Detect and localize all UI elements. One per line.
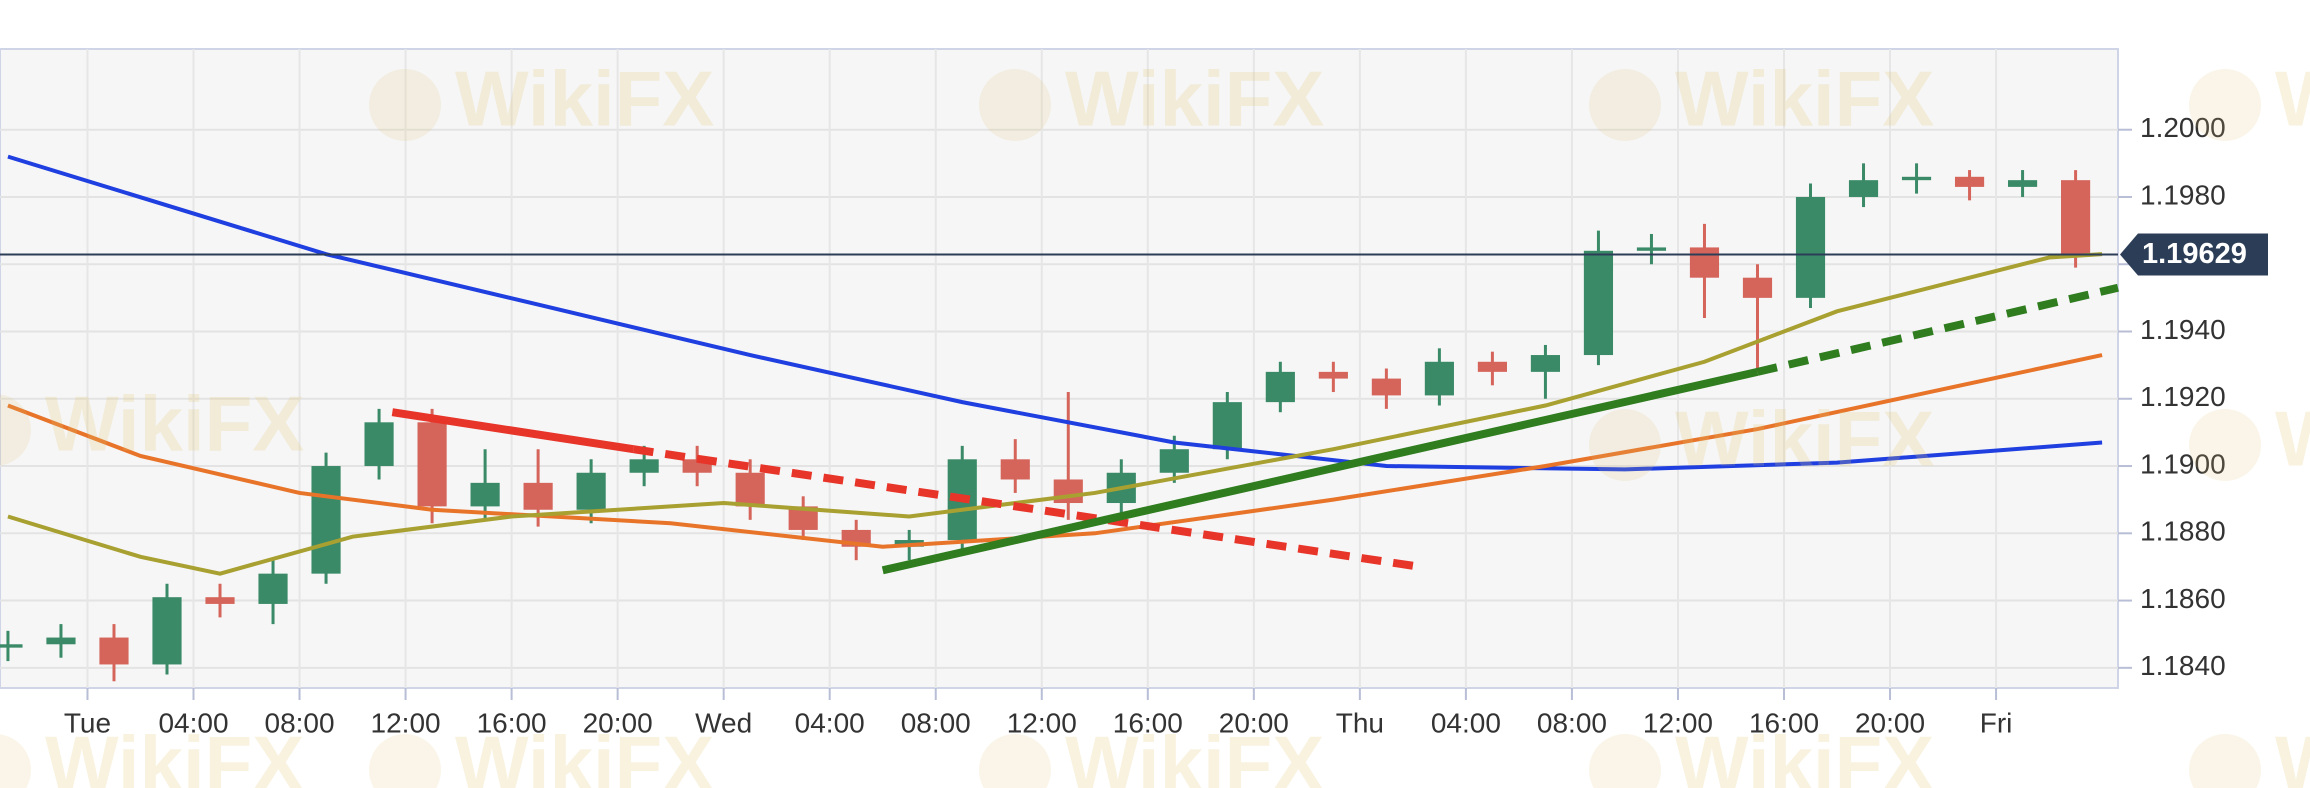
x-tick-label: 16:00 <box>477 707 547 738</box>
candle-body <box>1318 371 1348 379</box>
y-tick-label: 1.1980 <box>2140 179 2226 210</box>
candle-body <box>364 422 394 467</box>
current-price-label: 1.19629 <box>2142 238 2247 270</box>
watermark-icon <box>1589 734 1661 788</box>
candle-body <box>788 506 818 530</box>
candle-body <box>205 597 235 604</box>
candle-body <box>2061 180 2091 255</box>
watermarks: WikiFX WikiFX WikiFX WikiFX WikiFX WikiFX Wiki… <box>0 55 2310 788</box>
candle-body <box>1000 459 1030 480</box>
candle-body <box>46 637 76 645</box>
candle-body <box>152 597 182 665</box>
candle-body <box>1530 355 1561 372</box>
candle-body <box>311 466 341 574</box>
watermark-icon <box>369 69 441 141</box>
y-tick-label: 1.1900 <box>2140 448 2226 479</box>
watermark: WikiFX <box>1065 720 1324 788</box>
watermark-icon <box>0 734 31 788</box>
x-tick-label: Thu <box>1336 707 1384 738</box>
y-tick-label: 1.1920 <box>2140 381 2226 412</box>
x-tick-label: 20:00 <box>583 707 653 738</box>
candle-body <box>1901 176 1932 181</box>
x-tick-label: 04:00 <box>795 707 865 738</box>
candle-body <box>417 422 447 507</box>
indicator-line <box>7 154 2103 472</box>
candle-body <box>0 644 23 648</box>
y-tick-label: 1.2000 <box>2140 112 2226 143</box>
x-tick-label: 12:00 <box>1007 707 1077 738</box>
watermark: WikiFX <box>2275 55 2310 143</box>
grid <box>0 49 2132 700</box>
watermark-icon <box>2189 409 2261 481</box>
y-tick-label: 1.1840 <box>2140 650 2226 681</box>
trendline <box>632 445 1422 571</box>
watermark: WikiFX <box>2275 720 2310 788</box>
watermark: WikiFX <box>455 55 714 143</box>
x-tick-label: 16:00 <box>1749 707 1819 738</box>
candle-body <box>1689 247 1720 278</box>
candle-body <box>1424 361 1454 396</box>
candle-body <box>576 472 606 510</box>
watermark-icon <box>979 734 1051 788</box>
candle-body <box>1583 250 1614 356</box>
candle-body <box>1371 378 1401 396</box>
watermark-icon <box>2189 734 2261 788</box>
x-tick-label: Wed <box>695 707 752 738</box>
watermark: WikiFX <box>2275 395 2310 483</box>
x-tick-label: 16:00 <box>1113 707 1183 738</box>
x-tick-label: 08:00 <box>901 707 971 738</box>
candle-body <box>1636 247 1667 251</box>
x-tick-label: 12:00 <box>371 707 441 738</box>
x-tick-label: 20:00 <box>1855 707 1925 738</box>
current-price-box <box>2120 233 2268 276</box>
candle-body <box>470 482 500 507</box>
marks <box>0 154 2119 682</box>
watermark-icon <box>979 69 1051 141</box>
trendline <box>391 408 635 454</box>
watermark-icon <box>2189 69 2261 141</box>
candle-body <box>2007 180 2038 187</box>
x-tick-label: 12:00 <box>1643 707 1713 738</box>
candle-body <box>629 459 659 473</box>
candle-body <box>1159 449 1189 473</box>
x-tick-label: 08:00 <box>1537 707 1607 738</box>
x-tick-label: Fri <box>1980 707 2013 738</box>
plot-area <box>0 48 2119 689</box>
candle-body <box>1954 176 1985 187</box>
watermark: WikiFX <box>1675 55 1934 143</box>
x-tick-label: 08:00 <box>265 707 335 738</box>
candle-body <box>99 637 129 665</box>
candle-body <box>1477 361 1507 372</box>
candle-body <box>1742 277 1773 298</box>
watermark: WikiFX <box>1065 55 1324 143</box>
y-tick-label: 1.1860 <box>2140 583 2226 614</box>
indicator-line <box>7 252 2103 576</box>
x-tick-label: Tue <box>64 707 111 738</box>
watermark: WikiFX <box>455 720 714 788</box>
candle-body <box>1795 196 1826 298</box>
watermark: WikiFX <box>45 380 304 468</box>
y-tick-label: 1.1880 <box>2140 516 2226 547</box>
candle-body <box>523 482 553 510</box>
indicator-line <box>7 353 2103 549</box>
labels: 1.1840 1.1860 1.1880 1.1900 1.1920 1.1940 1.19… <box>64 112 2268 738</box>
candle-body <box>1265 371 1295 403</box>
x-tick-label: 04:00 <box>158 707 228 738</box>
watermark-icon <box>1589 409 1661 481</box>
watermark: WikiFX <box>1675 395 1934 483</box>
y-tick-label: 1.1940 <box>2140 314 2226 345</box>
watermark-icon <box>1589 69 1661 141</box>
watermark: WikiFX <box>45 720 304 788</box>
watermark-icon <box>0 394 31 466</box>
watermark-icon <box>369 734 441 788</box>
x-tick-label: 20:00 <box>1219 707 1289 738</box>
candle-body <box>258 573 288 604</box>
x-tick-label: 04:00 <box>1431 707 1501 738</box>
candle-body <box>1848 180 1879 197</box>
candle-body <box>1212 402 1242 450</box>
candle-body <box>735 472 765 507</box>
watermark: WikiFX <box>1675 720 1934 788</box>
trendline <box>881 367 1759 575</box>
